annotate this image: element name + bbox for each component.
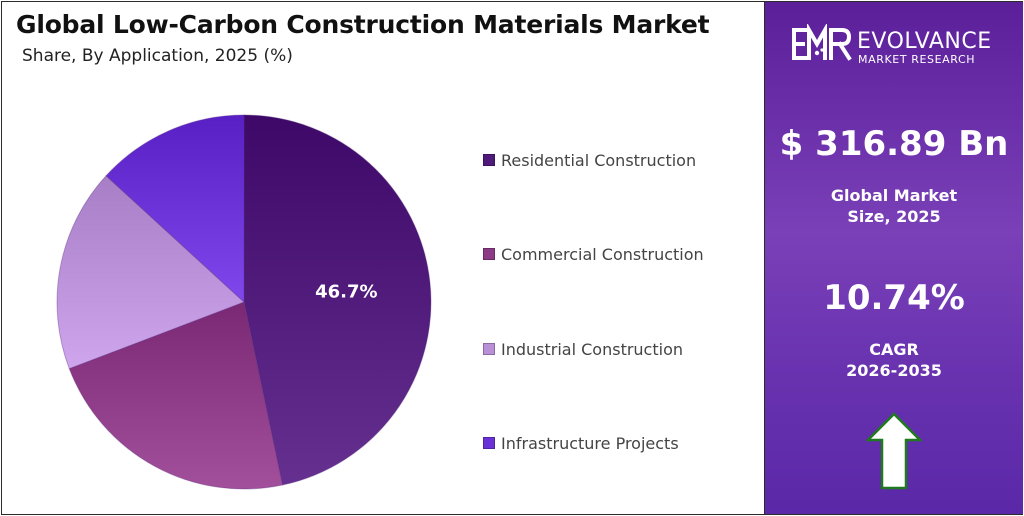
market-size-value: $ 316.89 Bn	[779, 124, 1009, 164]
cagr-label-line1: CAGR	[869, 340, 919, 359]
cagr-label: CAGR 2026-2035	[765, 339, 1023, 381]
legend-label: Infrastructure Projects	[501, 433, 679, 453]
legend-swatch	[483, 437, 495, 449]
chart-subtitle: Share, By Application, 2025 (%)	[22, 46, 293, 66]
pie-slice-residential	[243, 114, 432, 486]
cagr-value: 10.74%	[823, 278, 965, 318]
chart-title: Global Low-Carbon Construction Materials…	[16, 10, 710, 39]
market-size-label: Global Market Size, 2025	[765, 185, 1023, 227]
market-size-label-line1: Global Market	[830, 186, 958, 205]
legend-swatch	[483, 154, 495, 166]
legend-label: Industrial Construction	[501, 339, 683, 359]
pie-slice-commercial	[68, 301, 284, 490]
market-size-label-line2: Size, 2025	[847, 207, 941, 226]
chart-panel: Global Low-Carbon Construction Materials…	[2, 2, 763, 514]
emr-logo-icon	[792, 24, 852, 61]
brand-logo: EVOLVANCE MARKET RESEARCH	[791, 24, 1016, 68]
legend-swatch	[483, 343, 495, 355]
pie-data-label: 46.7%	[315, 281, 377, 302]
legend-item-infrastructure: Infrastructure Projects	[483, 433, 679, 453]
pie-slice-industrial	[56, 175, 245, 370]
up-arrow-icon	[866, 412, 922, 490]
legend-swatch	[483, 248, 495, 260]
pie-chart: 46.7%	[56, 114, 432, 490]
legend-item-residential: Residential Construction	[483, 150, 696, 170]
legend-label: Commercial Construction	[501, 244, 704, 264]
brand-subtitle: MARKET RESEARCH	[858, 53, 976, 66]
legend-item-industrial: Industrial Construction	[483, 339, 683, 359]
stats-sidebar: EVOLVANCE MARKET RESEARCH $ 316.89 Bn Gl…	[764, 2, 1023, 514]
cagr-label-line2: 2026-2035	[846, 361, 942, 380]
legend-item-commercial: Commercial Construction	[483, 244, 704, 264]
brand-name: EVOLVANCE	[857, 29, 992, 54]
pie-slice-infrastructure	[105, 114, 245, 304]
legend-label: Residential Construction	[501, 150, 697, 170]
